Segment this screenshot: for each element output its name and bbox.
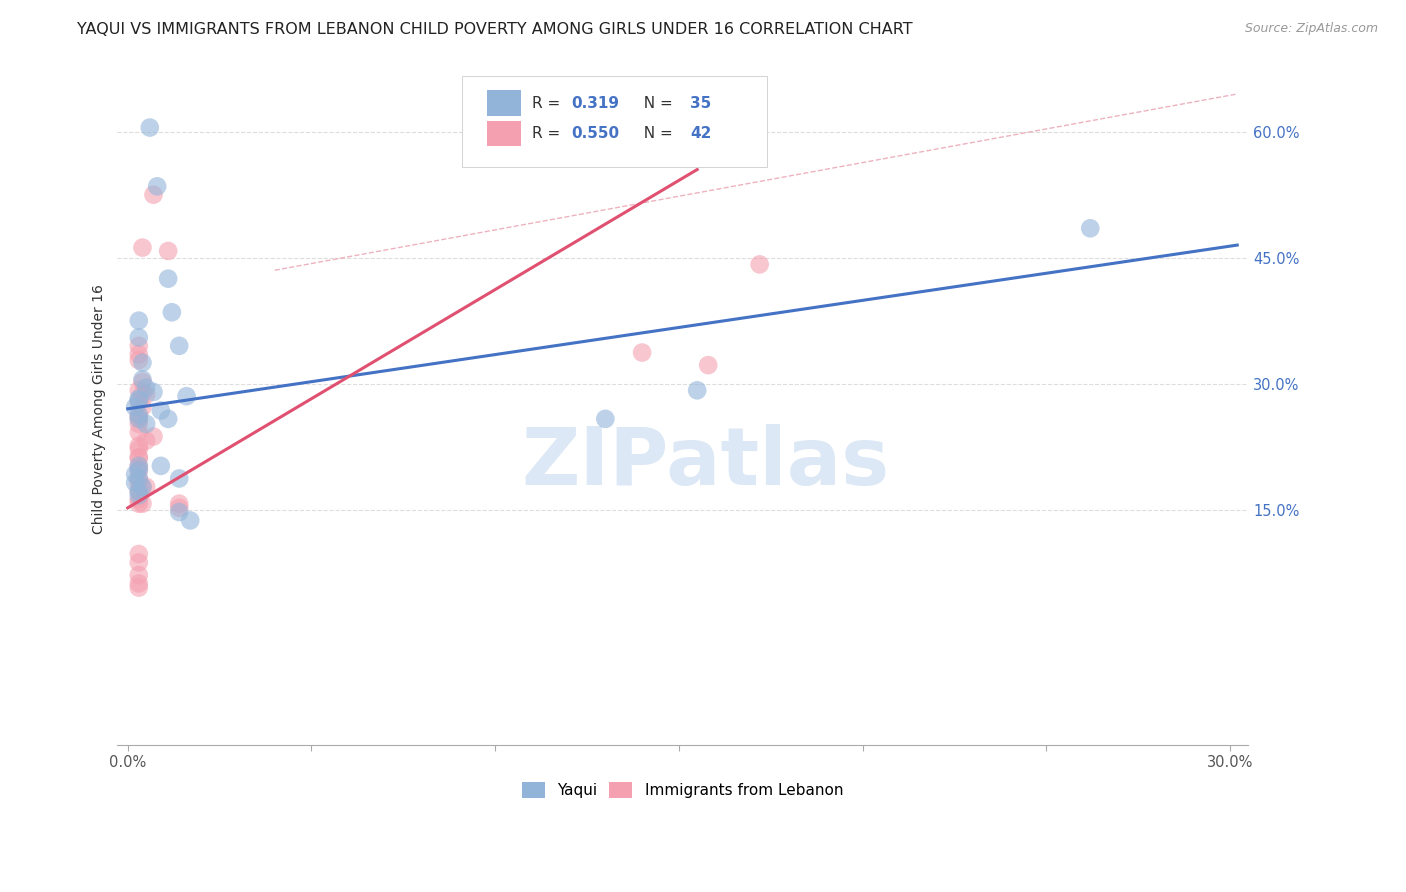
Point <box>128 497 150 511</box>
Point <box>128 425 150 440</box>
Point <box>124 475 146 490</box>
Point <box>131 372 153 386</box>
Point <box>128 417 150 431</box>
Point <box>179 513 201 527</box>
Point <box>128 450 150 465</box>
Point <box>128 450 150 465</box>
Point <box>135 434 157 448</box>
Y-axis label: Child Poverty Among Girls Under 16: Child Poverty Among Girls Under 16 <box>93 284 107 533</box>
Point <box>157 271 180 285</box>
Point <box>167 497 190 511</box>
Point <box>128 339 150 353</box>
Point <box>131 480 153 494</box>
Point <box>160 305 183 319</box>
Point <box>176 389 198 403</box>
Point <box>131 356 153 370</box>
Point <box>686 384 709 398</box>
Point <box>128 581 150 595</box>
Point <box>128 471 150 485</box>
Point <box>128 330 150 344</box>
Text: N =: N = <box>634 126 678 141</box>
Point <box>631 345 654 359</box>
Text: R =: R = <box>531 95 565 111</box>
Point <box>128 488 150 502</box>
Point <box>142 384 165 399</box>
Point <box>167 505 190 519</box>
Point <box>748 257 770 271</box>
FancyBboxPatch shape <box>486 120 520 146</box>
Point <box>128 576 150 591</box>
Point <box>128 492 150 507</box>
Point <box>167 500 190 515</box>
Point <box>128 475 150 490</box>
Point <box>149 403 172 417</box>
Point <box>128 439 150 453</box>
Point <box>139 120 162 135</box>
Point <box>131 241 153 255</box>
Point <box>135 480 157 494</box>
Point <box>128 384 150 398</box>
Point <box>128 393 150 408</box>
Legend: Yaqui, Immigrants from Lebanon: Yaqui, Immigrants from Lebanon <box>516 776 849 804</box>
Point <box>157 244 180 258</box>
Text: 42: 42 <box>690 126 711 141</box>
Point <box>157 412 180 426</box>
Text: 35: 35 <box>690 95 711 111</box>
Point <box>128 556 150 570</box>
Point <box>142 187 165 202</box>
Text: 0.319: 0.319 <box>572 95 620 111</box>
Point <box>131 497 153 511</box>
Text: N =: N = <box>634 95 678 111</box>
Point <box>128 442 150 456</box>
Point <box>131 480 153 494</box>
Point <box>128 408 150 422</box>
Point <box>128 395 150 409</box>
Point <box>131 386 153 401</box>
Point <box>128 409 150 423</box>
Text: ZIPatlas: ZIPatlas <box>522 424 889 501</box>
Point <box>128 463 150 477</box>
FancyBboxPatch shape <box>486 90 520 116</box>
Point <box>135 381 157 395</box>
Point <box>128 412 150 426</box>
Point <box>1078 221 1101 235</box>
Point <box>595 412 617 426</box>
Point <box>128 392 150 406</box>
FancyBboxPatch shape <box>461 77 768 167</box>
Point <box>146 179 169 194</box>
Point <box>135 387 157 401</box>
Point <box>167 339 190 353</box>
Point <box>131 375 153 389</box>
Point <box>135 417 157 431</box>
Point <box>128 568 150 582</box>
Point <box>128 463 150 477</box>
Point <box>131 400 153 414</box>
Point <box>128 347 150 361</box>
Point <box>128 471 150 485</box>
Point <box>128 458 150 473</box>
Point <box>128 484 150 499</box>
Text: YAQUI VS IMMIGRANTS FROM LEBANON CHILD POVERTY AMONG GIRLS UNDER 16 CORRELATION : YAQUI VS IMMIGRANTS FROM LEBANON CHILD P… <box>77 22 912 37</box>
Point <box>128 458 150 473</box>
Text: Source: ZipAtlas.com: Source: ZipAtlas.com <box>1244 22 1378 36</box>
Point <box>128 412 150 426</box>
Point <box>128 353 150 368</box>
Point <box>128 547 150 561</box>
Point <box>124 400 146 414</box>
Point <box>142 429 165 443</box>
Point <box>124 467 146 482</box>
Point <box>149 458 172 473</box>
Point <box>167 471 190 485</box>
Point <box>128 484 150 499</box>
Text: 0.550: 0.550 <box>572 126 620 141</box>
Text: R =: R = <box>531 126 565 141</box>
Point <box>128 313 150 327</box>
Point <box>697 358 720 372</box>
